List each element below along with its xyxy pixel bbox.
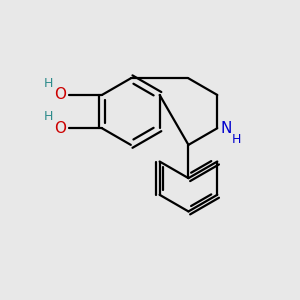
Text: N: N — [220, 121, 232, 136]
Text: O: O — [54, 121, 66, 136]
Text: H: H — [231, 133, 241, 146]
Text: H: H — [44, 77, 53, 90]
Text: O: O — [54, 88, 66, 103]
Text: H: H — [44, 110, 53, 123]
